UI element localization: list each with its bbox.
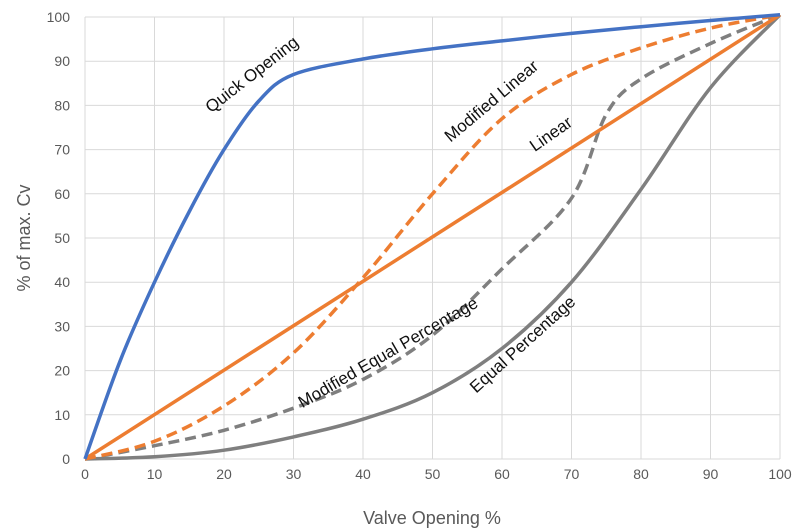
curve-labels: Quick Opening Modified LinearLinearModifi…: [202, 32, 579, 411]
x-tick-label: 30: [286, 466, 302, 482]
y-tick-label: 100: [47, 9, 71, 25]
y-tick-label: 90: [54, 53, 70, 69]
y-tick-label: 60: [54, 186, 70, 202]
series-line-equal-percentage: [84, 13, 782, 461]
y-tick-label: 40: [54, 274, 70, 290]
x-tick-label: 50: [425, 466, 441, 482]
y-tick-label: 0: [62, 451, 70, 467]
x-axis-title: Valve Opening %: [363, 508, 501, 528]
y-tick-label: 10: [54, 407, 70, 423]
y-tick-label: 20: [54, 363, 70, 379]
y-tick-label: 70: [54, 142, 70, 158]
x-axis-tick-labels: 0 10 20 30 40 50 60 70 80 90 100: [81, 466, 792, 482]
y-tick-label: 50: [54, 230, 70, 246]
x-tick-label: 60: [494, 466, 510, 482]
x-tick-label: 20: [216, 466, 232, 482]
curve-label-modified-equal-percentage: Modified Equal Percentage: [295, 293, 481, 412]
x-tick-label: 10: [147, 466, 163, 482]
x-tick-label: 90: [703, 466, 719, 482]
x-tick-label: 40: [355, 466, 371, 482]
series-line-modified-equal-percentage: [84, 13, 781, 461]
x-tick-label: 100: [768, 466, 792, 482]
y-axis-title: % of max. Cv: [14, 184, 34, 291]
curve-label-equal-percentage: Equal Percentage: [466, 292, 579, 397]
x-tick-label: 0: [81, 466, 89, 482]
y-tick-label: 30: [54, 318, 70, 334]
x-tick-label: 70: [564, 466, 580, 482]
y-axis-tick-labels: 0 10 20 30 40 50 60 70 80 90 100: [47, 9, 71, 467]
curve-label-quick-opening: Quick Opening: [202, 32, 302, 116]
series-lines: [83, 13, 782, 461]
x-tick-label: 80: [633, 466, 649, 482]
series-line-modified-linear: [84, 13, 781, 461]
series-line-quick-opening: [83, 13, 781, 460]
series-line-linear: [84, 13, 781, 461]
y-tick-label: 80: [54, 97, 70, 113]
